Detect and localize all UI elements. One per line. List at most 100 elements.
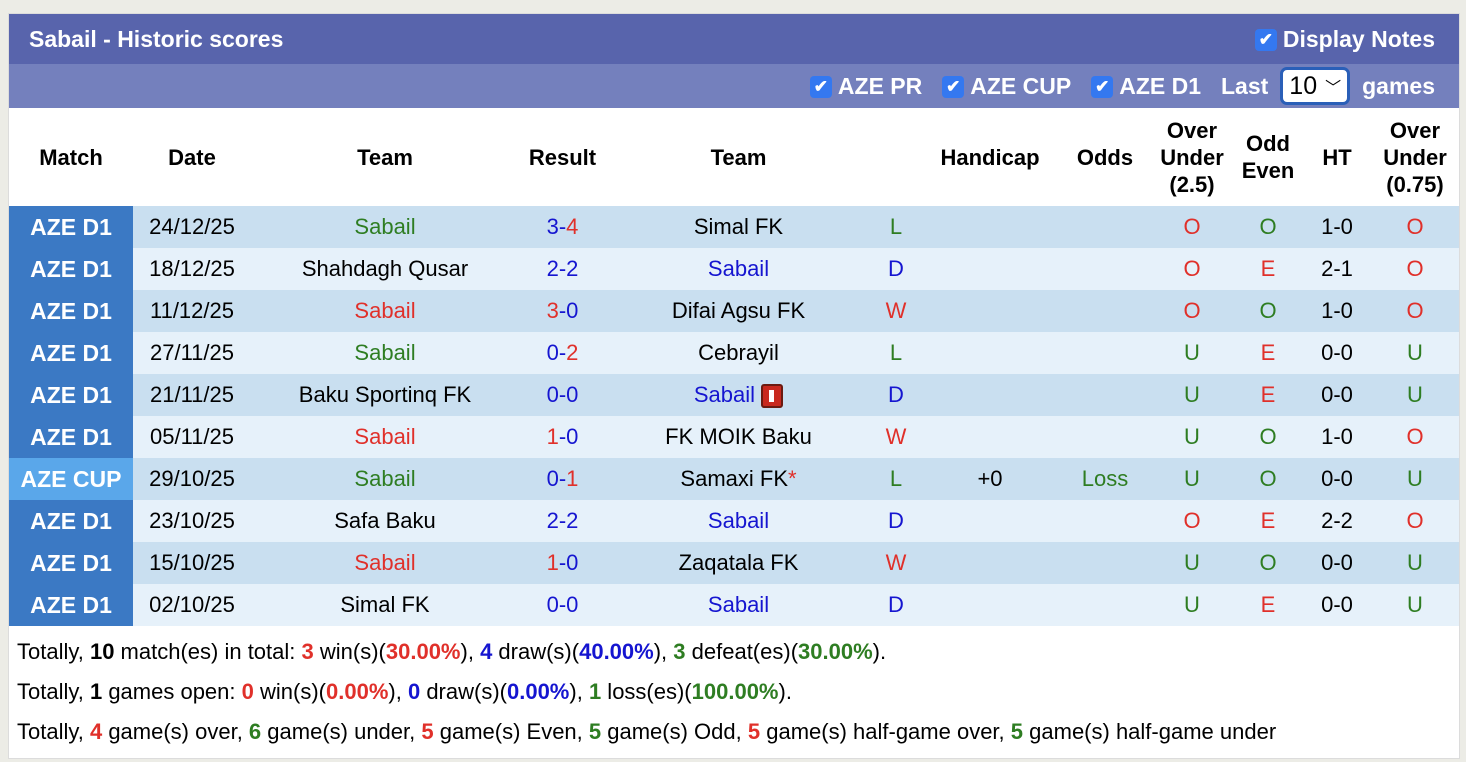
last-games-select[interactable]: 10 ﹀ xyxy=(1280,67,1351,105)
filter-aze-d1[interactable]: ✔ AZE D1 xyxy=(1091,73,1201,100)
summary-text: ). xyxy=(872,639,887,664)
score[interactable]: 2-2 xyxy=(519,248,606,290)
away-score: 0 xyxy=(566,592,579,617)
column-header: Over Under (2.5) xyxy=(1160,117,1224,197)
checkbox-checked-icon[interactable]: ✔ xyxy=(1091,75,1114,98)
filter-aze-cup[interactable]: ✔ AZE CUP xyxy=(942,73,1071,100)
competition[interactable]: AZE D1 xyxy=(9,542,133,584)
summary-text: 100.00% xyxy=(691,679,779,704)
column-header: Handicap xyxy=(940,144,1040,170)
summary-text: ), xyxy=(388,679,408,704)
over-under: O xyxy=(1151,500,1233,542)
competition[interactable]: AZE D1 xyxy=(9,374,133,416)
half-time-score: 1-0 xyxy=(1303,416,1371,458)
score-dash: - xyxy=(558,550,567,575)
over-under: O xyxy=(1151,248,1233,290)
away-team: Zaqatala FK xyxy=(678,550,799,575)
date: 23/10/25 xyxy=(133,500,251,542)
summary-text: 6 xyxy=(248,719,262,744)
half-time-score: 0-0 xyxy=(1303,374,1371,416)
away-team-cell[interactable]: Sabail xyxy=(606,500,871,542)
over-under: U xyxy=(1151,374,1233,416)
table-row: AZE D1 23/10/25 Safa Baku 2-2 Sabail D O… xyxy=(9,500,1459,542)
home-team[interactable]: Shahdagh Qusar xyxy=(251,248,519,290)
home-score: 1 xyxy=(546,550,559,575)
home-team[interactable]: Sabail xyxy=(251,332,519,374)
score[interactable]: 3-0 xyxy=(519,290,606,332)
checkbox-checked-icon[interactable]: ✔ xyxy=(942,75,965,98)
score[interactable]: 1-0 xyxy=(519,542,606,584)
home-score: 3 xyxy=(546,298,559,323)
odd-even: E xyxy=(1233,500,1303,542)
date: 02/10/25 xyxy=(133,584,251,626)
column-header: HT xyxy=(1322,144,1352,170)
games-label: games xyxy=(1362,72,1435,99)
score[interactable]: 3-4 xyxy=(519,206,606,248)
handicap xyxy=(921,332,1059,374)
competition[interactable]: AZE D1 xyxy=(9,290,133,332)
competition[interactable]: AZE D1 xyxy=(9,206,133,248)
over-under-075: U xyxy=(1371,542,1459,584)
competition[interactable]: AZE D1 xyxy=(9,416,133,458)
summary: Totally, 10 match(es) in total: 3 win(s)… xyxy=(9,626,1459,758)
display-notes-toggle[interactable]: ✔ Display Notes xyxy=(1254,26,1435,53)
filter-aze-pr[interactable]: ✔ AZE PR xyxy=(809,73,922,100)
result-letter: L xyxy=(871,458,921,500)
result-letter: D xyxy=(871,248,921,290)
away-team-cell[interactable]: Sabail xyxy=(606,248,871,290)
away-score: 0 xyxy=(566,550,579,575)
home-team[interactable]: Baku Sportinq FK xyxy=(251,374,519,416)
home-team[interactable]: Simal FK xyxy=(251,584,519,626)
checkbox-checked-icon[interactable]: ✔ xyxy=(1254,28,1277,51)
away-team-cell[interactable]: Cebrayil xyxy=(606,332,871,374)
score[interactable]: 0-1 xyxy=(519,458,606,500)
score[interactable]: 2-2 xyxy=(519,500,606,542)
away-team-cell[interactable]: Difai Agsu FK xyxy=(606,290,871,332)
home-team[interactable]: Sabail xyxy=(251,416,519,458)
summary-text: loss(es)( xyxy=(601,679,692,704)
home-team[interactable]: Safa Baku xyxy=(251,500,519,542)
away-team-cell[interactable]: FK MOIK Baku xyxy=(606,416,871,458)
home-team[interactable]: Sabail xyxy=(251,290,519,332)
home-team[interactable]: Sabail xyxy=(251,206,519,248)
score[interactable]: 0-2 xyxy=(519,332,606,374)
away-score: 2 xyxy=(566,340,579,365)
summary-text: ), xyxy=(460,639,481,664)
table-row: AZE D1 18/12/25 Shahdagh Qusar 2-2 Sabai… xyxy=(9,248,1459,290)
date: 15/10/25 xyxy=(133,542,251,584)
home-team[interactable]: Sabail xyxy=(251,458,519,500)
away-team-cell[interactable]: Sabail xyxy=(606,584,871,626)
odds xyxy=(1059,584,1151,626)
table-row: AZE D1 15/10/25 Sabail 1-0 Zaqatala FK W… xyxy=(9,542,1459,584)
score[interactable]: 0-0 xyxy=(519,374,606,416)
summary-text: draw(s)( xyxy=(420,679,507,704)
score-dash: - xyxy=(558,256,567,281)
competition[interactable]: AZE D1 xyxy=(9,332,133,374)
filter-label: AZE D1 xyxy=(1119,72,1201,99)
score[interactable]: 1-0 xyxy=(519,416,606,458)
away-team-cell[interactable]: Sabail xyxy=(606,374,871,416)
column-header: Team xyxy=(710,144,767,170)
home-team[interactable]: Sabail xyxy=(251,542,519,584)
column-header: Match xyxy=(39,144,103,170)
filter-bar: ✔ AZE PR ✔ AZE CUP ✔ AZE D1 Last 10 ﹀ games xyxy=(9,64,1459,108)
competition[interactable]: AZE D1 xyxy=(9,584,133,626)
handicap xyxy=(921,584,1059,626)
odds xyxy=(1059,248,1151,290)
away-team-cell[interactable]: Zaqatala FK xyxy=(606,542,871,584)
checkbox-checked-icon[interactable]: ✔ xyxy=(809,75,832,98)
score-dash: - xyxy=(558,466,567,491)
away-score: 0 xyxy=(566,298,579,323)
summary-text: game(s) under, xyxy=(261,719,422,744)
competition[interactable]: AZE D1 xyxy=(9,500,133,542)
column-header: Odd Even xyxy=(1241,131,1295,183)
competition[interactable]: AZE D1 xyxy=(9,248,133,290)
filter-label: AZE CUP xyxy=(970,72,1072,99)
away-team: Samaxi FK xyxy=(680,466,789,491)
away-team-cell[interactable]: Samaxi FK* xyxy=(606,458,871,500)
away-team: FK MOIK Baku xyxy=(665,424,812,449)
away-team-cell[interactable]: Simal FK xyxy=(606,206,871,248)
summary-text: 0 xyxy=(241,679,254,704)
score[interactable]: 0-0 xyxy=(519,584,606,626)
competition[interactable]: AZE CUP xyxy=(9,458,133,500)
